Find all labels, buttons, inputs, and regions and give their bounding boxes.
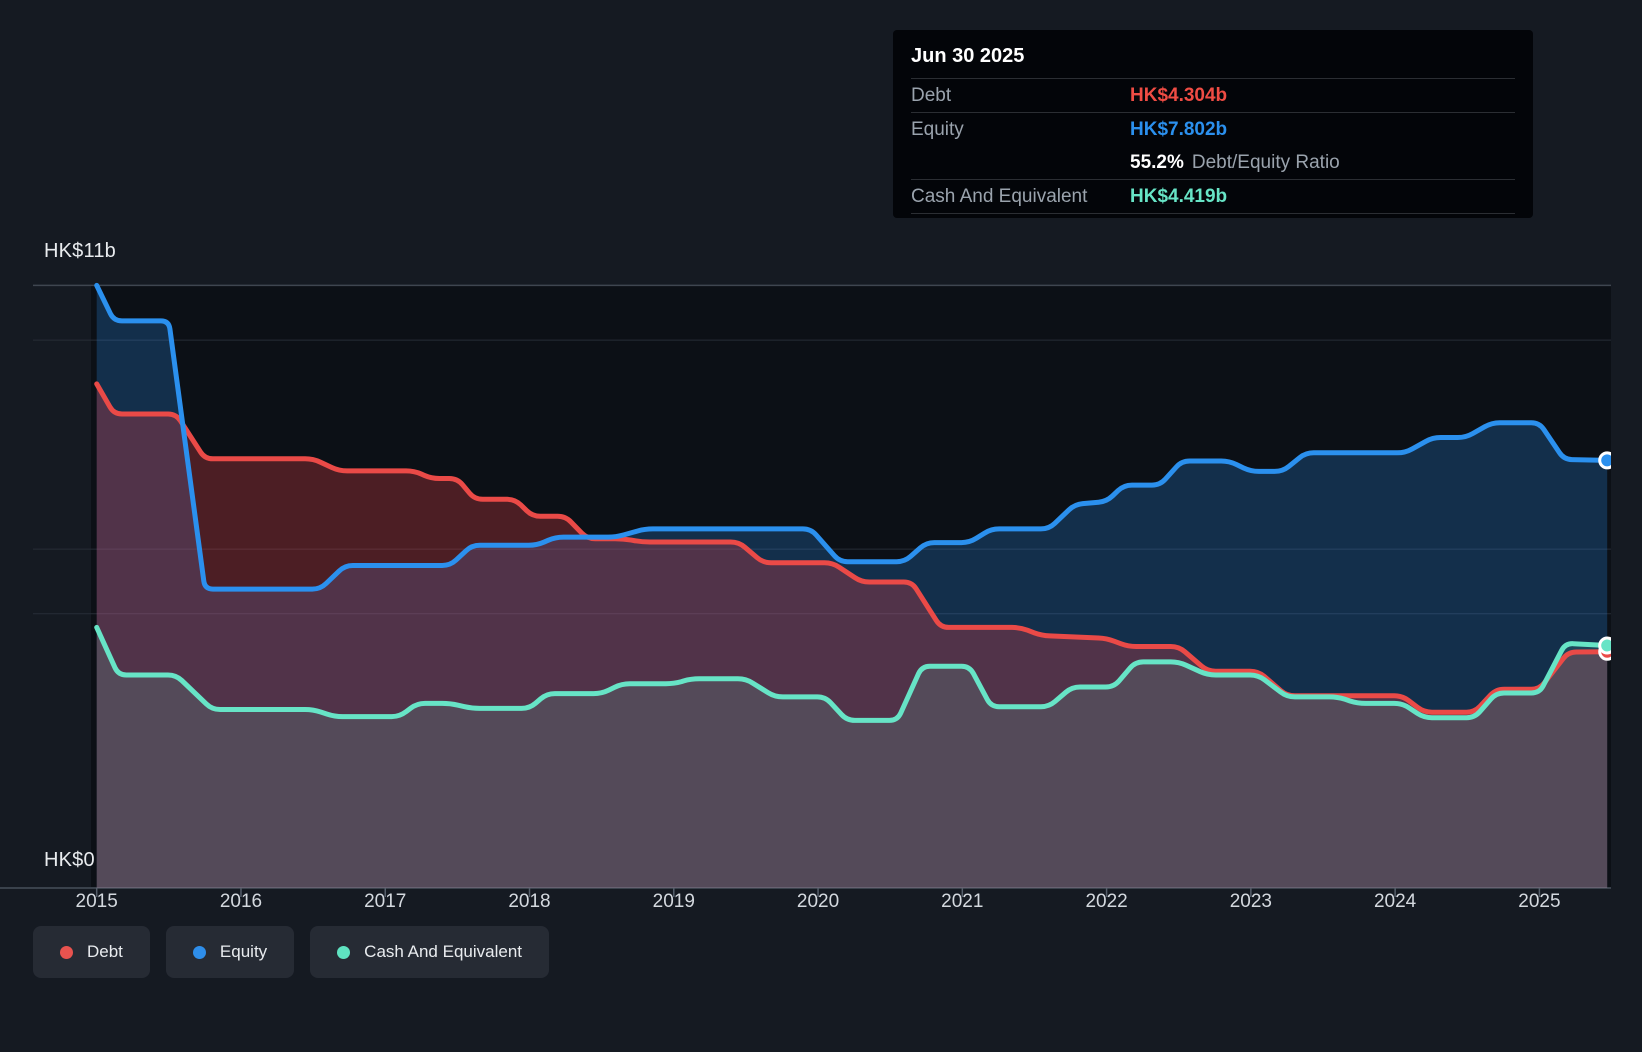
tooltip-equity-label: Equity xyxy=(911,118,964,140)
legend-item-equity[interactable]: Equity xyxy=(165,926,295,978)
chart-tooltip: Jun 30 2025 Debt HK$4.304b Equity HK$7.8… xyxy=(893,30,1533,218)
x-axis-label: 2019 xyxy=(652,891,695,912)
y-axis-zero-label: HK$0 xyxy=(44,849,95,871)
line-debt xyxy=(94,381,1610,715)
endpoint-marker-cash-and-equivalent[interactable] xyxy=(1598,636,1615,655)
legend-debt-label: Debt xyxy=(87,942,123,961)
x-axis-label: 2018 xyxy=(508,891,551,912)
chart-legend: Debt Equity Cash And Equivalent xyxy=(33,926,550,978)
tooltip-cash-value: HK$4.419b xyxy=(1130,185,1228,207)
endpoint-marker-equity[interactable] xyxy=(1598,451,1615,470)
x-axis-label: 2022 xyxy=(1085,891,1128,912)
legend-item-cash[interactable]: Cash And Equivalent xyxy=(310,926,550,978)
equity-dot-icon xyxy=(192,945,206,959)
debt-dot-icon xyxy=(60,945,73,959)
tooltip-row-equity: Equity HK$7.802b xyxy=(911,113,1515,146)
x-axis-label: 2016 xyxy=(219,891,263,912)
series-group xyxy=(94,282,1615,888)
line-cash-and-equivalent xyxy=(94,624,1610,723)
x-axis-label: 2025 xyxy=(1518,891,1561,912)
area-fill-cash-and-equivalent xyxy=(96,627,1608,888)
area-fill-equity xyxy=(96,285,1608,888)
tooltip-debt-label: Debt xyxy=(911,84,952,106)
tooltip-row-cash: Cash And Equivalent HK$4.419b xyxy=(911,180,1515,214)
area-fill-debt xyxy=(96,383,1608,888)
tooltip-ratio-label: Debt/Equity Ratio xyxy=(1191,151,1340,173)
tooltip-cash-label: Cash And Equivalent xyxy=(911,185,1088,207)
x-axis-label: 2015 xyxy=(75,891,118,912)
legend-item-debt[interactable]: Debt xyxy=(33,926,150,978)
legend-cash-label: Cash And Equivalent xyxy=(364,942,523,961)
tooltip-debt-value: HK$4.304b xyxy=(1130,84,1228,106)
tooltip-equity-value: HK$7.802b xyxy=(1130,118,1228,140)
plot-background xyxy=(91,285,1611,888)
x-axis-label: 2024 xyxy=(1373,891,1417,912)
line-equity xyxy=(94,282,1610,592)
tooltip-row-ratio: 55.2% Debt/Equity Ratio xyxy=(911,146,1515,180)
cash-dot-icon xyxy=(337,945,351,959)
x-axis-label: 2023 xyxy=(1229,891,1272,912)
tooltip-date: Jun 30 2025 xyxy=(911,30,1515,79)
x-axis-label: 2020 xyxy=(796,891,840,912)
tooltip-ratio-value: 55.2% xyxy=(1130,151,1184,173)
x-axis-label: 2017 xyxy=(364,891,407,912)
x-axis-label: 2021 xyxy=(941,891,984,912)
legend-equity-label: Equity xyxy=(219,942,268,961)
y-axis-max-label: HK$11b xyxy=(44,240,116,262)
tooltip-row-debt: Debt HK$4.304b xyxy=(911,79,1515,113)
